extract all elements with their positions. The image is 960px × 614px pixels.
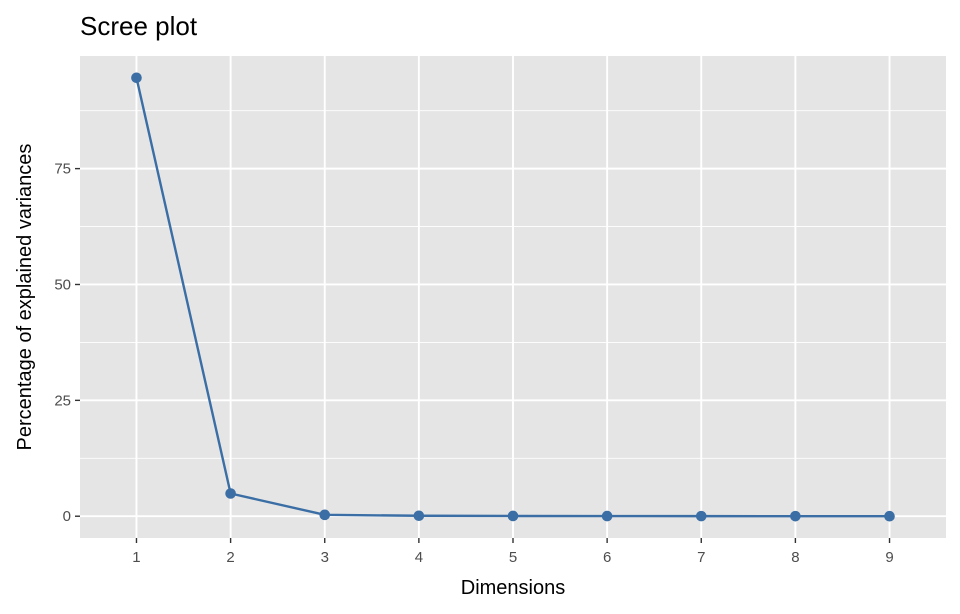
x-tick-label: 1 [132, 549, 140, 566]
x-tick-label: 5 [509, 549, 517, 566]
data-point [601, 510, 613, 522]
x-tick-label: 8 [791, 549, 799, 566]
y-axis-title: Percentage of explained variances [14, 144, 36, 451]
data-point [884, 510, 895, 522]
x-axis: 1 2 3 4 5 6 7 8 9 [132, 538, 894, 566]
y-tick-label: 25 [54, 392, 71, 409]
y-tick-label: 0 [63, 508, 71, 525]
data-point [413, 510, 425, 522]
data-point [695, 510, 707, 522]
chart-title: Scree plot [80, 11, 198, 41]
data-point [507, 510, 519, 522]
major-gridlines [80, 56, 946, 538]
x-tick-label: 9 [885, 549, 893, 566]
x-tick-label: 4 [415, 549, 423, 566]
y-tick-label: 50 [54, 276, 71, 293]
x-tick-label: 3 [321, 549, 329, 566]
data-point [225, 488, 236, 499]
data-point [790, 510, 801, 522]
x-tick-label: 6 [603, 549, 611, 566]
data-point [319, 509, 331, 521]
x-axis-title: Dimensions [461, 577, 565, 599]
x-tick-label: 7 [697, 549, 705, 566]
series-group [131, 72, 895, 522]
data-point [131, 72, 142, 84]
y-tick-label: 75 [54, 161, 71, 178]
x-tick-label: 2 [226, 549, 234, 566]
y-axis: 0 25 50 75 [54, 161, 80, 525]
